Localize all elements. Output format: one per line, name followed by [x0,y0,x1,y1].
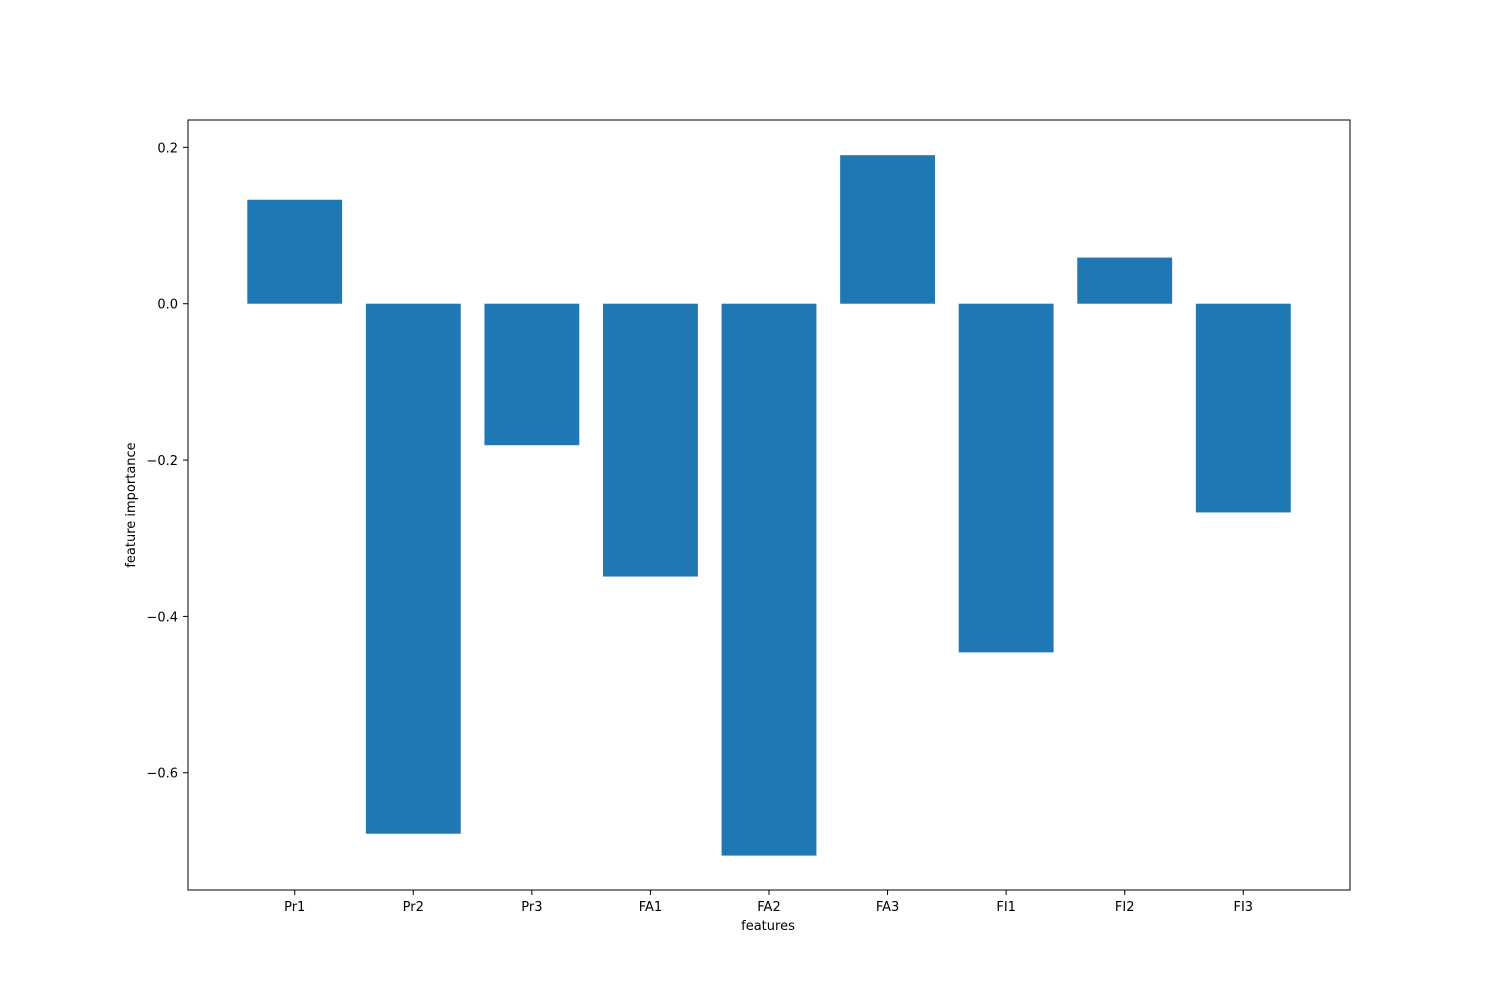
bar-fa1 [603,303,698,577]
plot-frame [187,119,1351,891]
bar-fa2 [721,303,817,856]
y-axis-label: feature importance [124,442,139,567]
x-tick-label-fa3: FA3 [876,900,899,915]
x-tick-label-fa1: FA1 [639,900,662,915]
bar-pr2 [365,303,461,834]
bar-fa3 [840,155,935,304]
y-tick-label: −0.6 [146,767,178,782]
x-tick-label-pr3: Pr3 [521,900,542,915]
y-tick-label: 0.0 [157,298,178,313]
x-axis-ticks: Pr1 Pr2 Pr3 FA1 FA2 FA3 FI1 FI2 FI3 [284,890,1253,915]
bars-group [247,155,1291,856]
x-tick-label-fi3: FI3 [1233,900,1253,915]
x-tick-label-fa2: FA2 [757,900,780,915]
x-tick-label-pr1: Pr1 [284,900,305,915]
bar-pr3 [484,303,580,446]
y-tick-label: −0.2 [146,454,178,469]
bar-fi3 [1195,303,1291,513]
y-axis-ticks: 0.2 0.0 −0.2 −0.4 −0.6 [146,141,188,782]
x-tick-label-pr2: Pr2 [403,900,424,915]
bar-pr1 [247,199,343,304]
y-tick-label: −0.4 [146,610,178,625]
x-axis-label: features [741,919,795,934]
bar-fi2 [1077,257,1173,304]
bar-fi1 [958,303,1054,653]
x-tick-label-fi2: FI2 [1115,900,1135,915]
y-tick-label: 0.2 [157,141,178,156]
x-tick-label-fi1: FI1 [996,900,1016,915]
